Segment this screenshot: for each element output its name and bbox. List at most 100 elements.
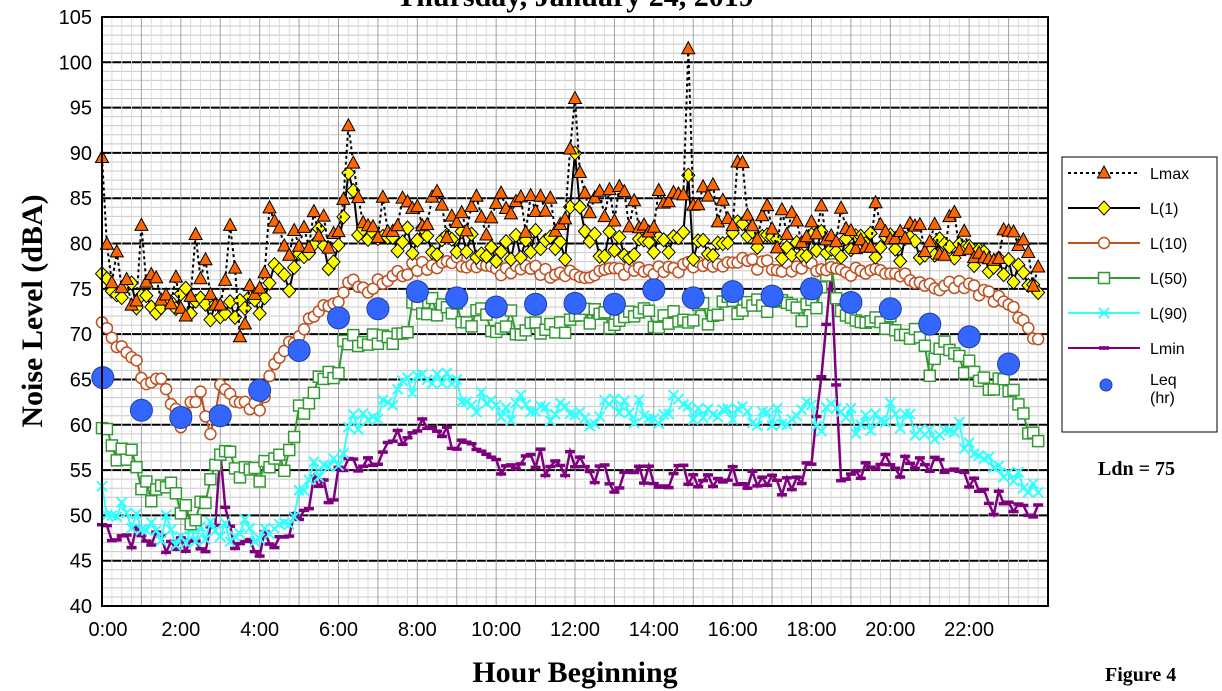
l90-point	[234, 527, 246, 540]
x-tick-label: 16:00	[708, 619, 758, 641]
lmax-point	[572, 164, 588, 179]
l90-point	[761, 406, 773, 419]
lmax-point	[557, 210, 573, 225]
lmax-point	[749, 231, 765, 245]
legend-marker	[1099, 378, 1113, 392]
l1-point	[907, 233, 923, 249]
lmax-point	[449, 214, 465, 229]
l90-point	[904, 408, 916, 420]
l90-point	[352, 423, 364, 436]
lmax-point	[1006, 223, 1021, 238]
l90-point	[593, 410, 606, 423]
l1-point	[705, 247, 721, 264]
lmax-point	[203, 286, 218, 300]
l1-point	[484, 239, 499, 255]
lmax-point	[680, 40, 696, 55]
l50-point	[332, 366, 345, 380]
y-tick-label: 80	[70, 234, 92, 256]
l10-point	[154, 372, 168, 385]
l10-point	[1007, 300, 1020, 314]
lmax-point	[592, 183, 607, 197]
lmax-point	[676, 186, 691, 201]
lmax-point	[868, 194, 883, 209]
l90-point	[751, 419, 764, 432]
l90-point	[322, 461, 335, 473]
x-tick-label: 14:00	[629, 619, 679, 641]
lmax-point	[439, 229, 455, 244]
legend-marker	[1097, 236, 1111, 250]
lmax-point	[114, 279, 130, 294]
l50-point	[248, 461, 261, 475]
lmax-point	[720, 210, 736, 225]
l1-point	[262, 275, 277, 291]
l90-point	[643, 412, 655, 425]
lmax-point	[198, 251, 213, 266]
x-tick-label: 10:00	[471, 619, 521, 641]
lmax-point	[661, 193, 676, 208]
legend-label: Lmax	[1150, 166, 1189, 183]
l90-point	[219, 517, 231, 530]
l1-point	[587, 226, 602, 242]
lmax-point	[139, 274, 154, 288]
lmax-point	[848, 240, 864, 255]
y-tick-label: 90	[70, 143, 92, 165]
l1-point	[331, 237, 346, 253]
l1-point	[868, 249, 883, 265]
l50-point	[583, 317, 597, 330]
leq-point	[327, 306, 350, 330]
lmax-point	[961, 241, 977, 255]
l50-point	[297, 407, 311, 420]
l90-point	[845, 402, 857, 414]
leq-point	[839, 290, 863, 314]
l90-point	[653, 417, 665, 430]
l90-point	[589, 418, 601, 430]
lmax-point	[429, 183, 445, 197]
l50-point	[465, 320, 478, 333]
lmax-point	[173, 300, 189, 314]
lmax-point	[937, 247, 952, 261]
x-tick-label: 4:00	[240, 619, 279, 641]
legend-label: L(90)	[1150, 306, 1187, 323]
l1-point	[498, 233, 514, 250]
lmax-point	[222, 217, 238, 231]
lmax-point	[158, 286, 174, 301]
l50-point	[923, 369, 936, 383]
lmax-point	[828, 233, 844, 248]
lmax-point	[804, 213, 819, 228]
l90-point	[298, 484, 310, 497]
lmax-point	[523, 187, 538, 202]
l90-point	[145, 516, 157, 529]
lmax-point	[853, 231, 869, 246]
l90-point	[859, 409, 872, 421]
l90-point	[125, 522, 138, 535]
axis-layer: 40 45 50 55 60 65 70 75 80 85 90 95 100 105 0:00 2:00 4:…	[59, 7, 995, 641]
l10-point	[194, 385, 207, 398]
series-lmin	[97, 268, 1044, 559]
l90-point	[111, 511, 123, 523]
lmax-point	[538, 203, 553, 217]
l1-point	[336, 209, 351, 225]
l90-point	[327, 452, 340, 465]
l1-point	[449, 244, 464, 260]
l50-point	[179, 498, 193, 512]
l90-point	[1012, 466, 1025, 478]
l50-point	[287, 430, 301, 444]
l1-point	[720, 235, 735, 251]
lmax-point	[483, 209, 499, 224]
l90-point	[850, 427, 862, 440]
leq-point	[248, 378, 272, 402]
l1-point	[784, 247, 799, 263]
lmax-point	[1030, 258, 1046, 273]
y-tick-label: 70	[70, 324, 92, 346]
l90-point	[771, 402, 783, 414]
lmax-point	[784, 204, 800, 219]
l1-point	[341, 165, 356, 181]
l90-point	[608, 393, 621, 405]
l90-point	[795, 403, 808, 416]
l1-point	[893, 253, 908, 269]
lmax-point	[843, 222, 859, 237]
l90-point	[441, 367, 453, 379]
l50-point	[962, 354, 976, 367]
l90-point	[505, 414, 517, 426]
l1-point	[577, 223, 593, 239]
